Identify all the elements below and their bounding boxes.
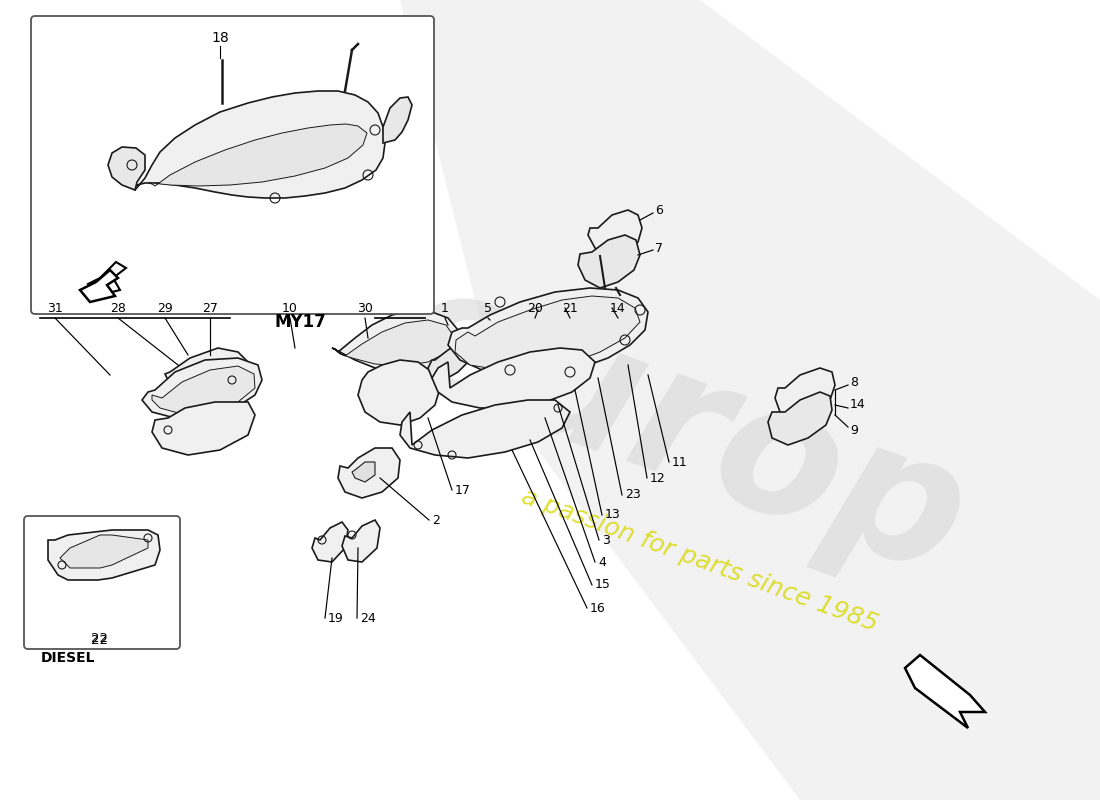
Polygon shape [132, 91, 385, 198]
Polygon shape [332, 310, 462, 372]
Polygon shape [905, 655, 984, 728]
Text: 21: 21 [562, 302, 578, 314]
Polygon shape [165, 348, 248, 395]
Text: 29: 29 [157, 302, 173, 314]
Text: 24: 24 [360, 611, 376, 625]
Polygon shape [342, 520, 380, 562]
Polygon shape [152, 366, 255, 414]
Polygon shape [338, 448, 400, 498]
Text: a passion for parts since 1985: a passion for parts since 1985 [518, 484, 881, 636]
Polygon shape [400, 400, 570, 458]
Polygon shape [142, 358, 262, 418]
Polygon shape [108, 147, 145, 190]
Polygon shape [312, 522, 348, 562]
Text: 17: 17 [455, 483, 471, 497]
Polygon shape [88, 262, 126, 296]
Text: DIESEL: DIESEL [41, 651, 96, 665]
Text: 22: 22 [91, 634, 109, 646]
Text: 11: 11 [672, 455, 688, 469]
Text: 1: 1 [441, 302, 449, 314]
Text: 3: 3 [602, 534, 609, 546]
Text: 4: 4 [598, 555, 606, 569]
Text: 7: 7 [654, 242, 663, 254]
Text: MY17: MY17 [274, 313, 326, 331]
Text: 22: 22 [91, 631, 109, 645]
Text: 14: 14 [610, 302, 626, 314]
Text: 16: 16 [590, 602, 606, 614]
Polygon shape [338, 320, 455, 366]
Polygon shape [455, 296, 640, 370]
Text: 14: 14 [850, 398, 866, 411]
Polygon shape [80, 270, 118, 302]
Text: 19: 19 [328, 611, 343, 625]
Text: 5: 5 [484, 302, 492, 314]
Polygon shape [768, 392, 832, 445]
Text: 13: 13 [605, 509, 620, 522]
Polygon shape [578, 235, 640, 288]
Polygon shape [148, 124, 367, 186]
Polygon shape [432, 348, 595, 408]
Polygon shape [352, 462, 375, 482]
Text: 28: 28 [110, 302, 125, 314]
Text: 23: 23 [625, 489, 640, 502]
Polygon shape [383, 97, 412, 143]
Text: 10: 10 [282, 302, 298, 314]
Text: 6: 6 [654, 203, 663, 217]
Polygon shape [60, 535, 148, 568]
Text: 2: 2 [432, 514, 440, 526]
Text: europ: europ [371, 246, 989, 614]
Polygon shape [400, 0, 1100, 800]
Text: 18: 18 [211, 31, 229, 45]
Text: 9: 9 [850, 423, 858, 437]
FancyBboxPatch shape [24, 516, 180, 649]
Polygon shape [428, 340, 475, 380]
Text: 12: 12 [650, 471, 666, 485]
Polygon shape [358, 360, 440, 425]
Text: 27: 27 [202, 302, 218, 314]
Polygon shape [448, 288, 648, 374]
Polygon shape [588, 210, 642, 256]
Polygon shape [48, 530, 160, 580]
Text: 8: 8 [850, 375, 858, 389]
Text: 30: 30 [358, 302, 373, 314]
Text: 20: 20 [527, 302, 543, 314]
Polygon shape [776, 368, 835, 418]
Polygon shape [152, 402, 255, 455]
Text: 15: 15 [595, 578, 610, 591]
Text: 31: 31 [47, 302, 63, 314]
FancyBboxPatch shape [31, 16, 434, 314]
